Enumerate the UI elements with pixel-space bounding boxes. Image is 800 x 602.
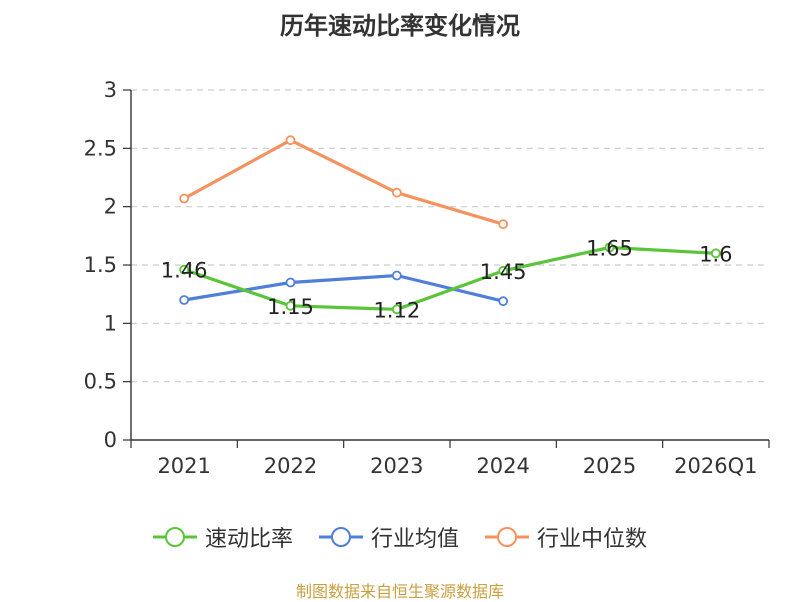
- data-label: 1.12: [373, 298, 420, 322]
- x-tick-label: 2024: [476, 454, 529, 478]
- legend-label: 行业中位数: [537, 527, 648, 552]
- chart-title: 历年速动比率变化情况: [280, 12, 520, 40]
- legend-circle: [330, 527, 351, 547]
- y-tick-label: 2: [104, 195, 117, 219]
- legend-label: 速动比率: [204, 527, 293, 552]
- legend-circle: [497, 527, 517, 547]
- legend-item[interactable]: 行业中位数: [485, 521, 647, 553]
- data-point: [498, 265, 509, 276]
- x-tick-label: 2022: [264, 454, 317, 478]
- data-label: 1.46: [161, 259, 208, 283]
- data-point: [285, 300, 296, 311]
- data-label: 1.45: [480, 260, 527, 284]
- y-tick-label: 0: [104, 428, 117, 452]
- x-tick-label: 2026Q1: [674, 454, 757, 478]
- source-note: 制图数据来自恒生聚源数据库: [295, 582, 504, 601]
- legend-label: 行业均值: [370, 527, 459, 552]
- data-point: [498, 296, 509, 307]
- legend: 速动比率 行业均值 行业中位数: [0, 520, 800, 554]
- data-point: [391, 270, 402, 281]
- data-point: [285, 135, 296, 146]
- y-tick-label: 2.5: [84, 136, 117, 160]
- data-point: [179, 193, 190, 204]
- y-tick-label: 0.5: [84, 370, 117, 394]
- y-tick-label: 1: [104, 311, 117, 335]
- data-point: [604, 242, 615, 253]
- data-label: 1.15: [267, 295, 314, 319]
- data-point: [285, 277, 296, 288]
- data-label: 1.6: [699, 242, 732, 266]
- data-point: [391, 187, 402, 198]
- series-line: [183, 245, 716, 311]
- data-point: [179, 264, 190, 275]
- legend-marker-icon: [318, 527, 363, 547]
- data-labels: 1.46 1.15 1.12 1.45 1.65 1.6: [161, 237, 733, 323]
- legend-marker-icon: [152, 527, 197, 547]
- x-tick-label: 2021: [157, 454, 210, 478]
- axes: 0 0.5 1 1.5 2 2.5 3 2021 2022 2023 2024 2025 2026Q1: [84, 78, 770, 478]
- series-line: [183, 273, 504, 303]
- data-label: 1.65: [586, 237, 633, 261]
- grid-lines: [131, 89, 769, 383]
- series-line: [183, 138, 504, 226]
- data-point: [391, 304, 402, 315]
- series: [179, 135, 721, 315]
- x-tick-label: 2025: [583, 454, 636, 478]
- y-tick-label: 3: [104, 78, 117, 102]
- legend-item[interactable]: 行业均值: [318, 521, 459, 553]
- legend-circle: [164, 527, 185, 547]
- data-point: [710, 248, 721, 259]
- data-point: [498, 219, 509, 230]
- legend-item[interactable]: 速动比率: [152, 521, 293, 553]
- legend-marker-icon: [485, 527, 529, 547]
- x-tick-label: 2023: [370, 454, 423, 478]
- data-point: [179, 295, 190, 305]
- y-tick-label: 1.5: [84, 253, 117, 277]
